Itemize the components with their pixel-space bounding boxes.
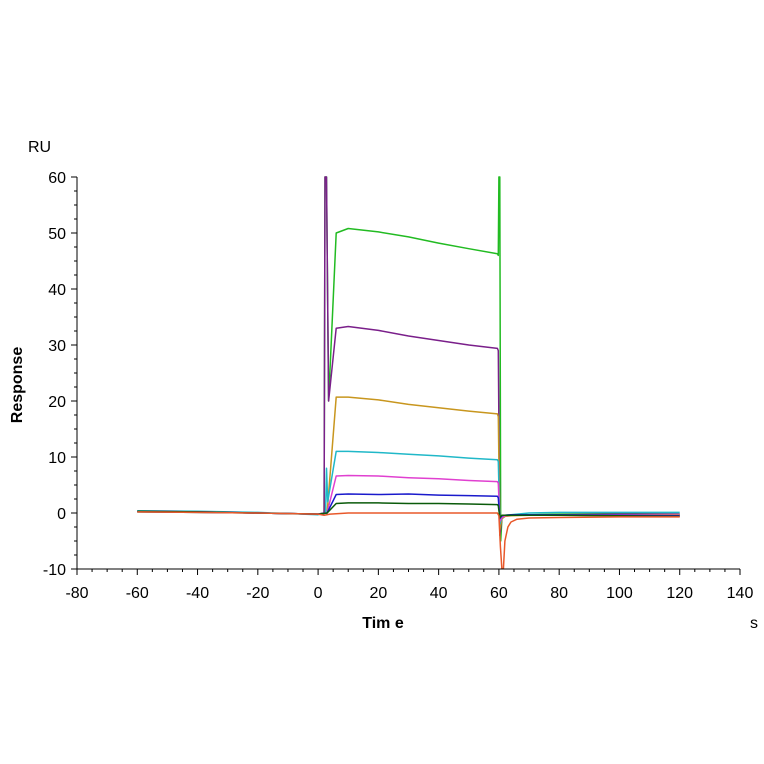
y-tick-label: 0	[57, 506, 66, 523]
x-tick-label: -80	[65, 585, 88, 602]
x-tick-label: 0	[314, 585, 323, 602]
x-tick-label: -60	[126, 585, 149, 602]
x-tick-label: -40	[186, 585, 209, 602]
x-tick-label: -20	[246, 585, 269, 602]
ticks: -80 -60 -40 -20 0 20 40 60 80 100 120 140 -10 0 10 20 30…	[43, 170, 754, 602]
series-group	[137, 176, 680, 569]
x-tick-label: 20	[369, 585, 387, 602]
x-tick-label: 80	[550, 585, 568, 602]
series-line-7	[137, 502, 680, 519]
x-tick-label: 40	[430, 585, 448, 602]
x-tick-label: 60	[490, 585, 508, 602]
y-axis-title: Response	[9, 347, 26, 424]
x-tick-label: 140	[727, 585, 754, 602]
y-tick-label: 40	[48, 282, 66, 299]
series-line-2	[137, 176, 680, 537]
y-tick-label: 10	[48, 450, 66, 467]
y-tick-label: 60	[48, 170, 66, 187]
y-tick-label: 50	[48, 226, 66, 243]
series-line-8	[137, 511, 680, 569]
series-line-1	[137, 176, 680, 542]
x-tick-label: 100	[606, 585, 633, 602]
x-tick-label: 120	[666, 585, 693, 602]
y-tick-label: 30	[48, 338, 66, 355]
x-unit-label: s	[750, 615, 758, 632]
y-unit-label: RU	[28, 139, 51, 156]
x-axis-title: Tim e	[362, 615, 404, 632]
axes	[76, 177, 740, 570]
series-line-3	[137, 396, 680, 531]
y-tick-label: -10	[43, 562, 66, 579]
y-tick-label: 20	[48, 394, 66, 411]
